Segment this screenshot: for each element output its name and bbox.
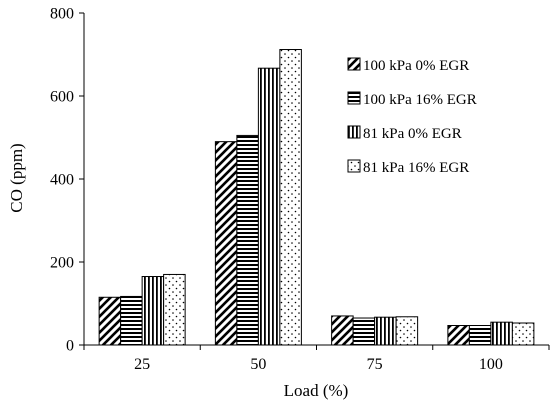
legend-swatch-4 bbox=[347, 159, 361, 173]
legend-label-4: 81 kPa 16% EGR bbox=[363, 160, 469, 176]
x-tick-label: 50 bbox=[250, 356, 266, 373]
bar-100-series-3 bbox=[490, 321, 513, 346]
bar-50-series-4 bbox=[279, 49, 302, 346]
x-tick-label: 75 bbox=[367, 356, 383, 373]
bar-50-series-1 bbox=[214, 141, 238, 346]
bar-75-series-3 bbox=[374, 316, 397, 346]
bar-100-series-1 bbox=[447, 325, 470, 346]
bars-layer bbox=[98, 49, 535, 346]
legend-label-1: 100 kPa 0% EGR bbox=[363, 58, 469, 74]
bar-25-series-4 bbox=[163, 273, 186, 346]
legend-swatch-3 bbox=[347, 125, 361, 139]
bar-75-series-1 bbox=[331, 315, 354, 346]
legend-label-3: 81 kPa 0% EGR bbox=[363, 126, 462, 142]
legend-label-2: 100 kPa 16% EGR bbox=[363, 92, 477, 108]
x-tick-label: 100 bbox=[479, 356, 503, 373]
y-tick-label: 200 bbox=[50, 255, 74, 272]
x-axis-title: Load (%) bbox=[284, 381, 349, 400]
bar-25-series-3 bbox=[141, 276, 165, 346]
bar-25-series-2 bbox=[120, 295, 143, 346]
y-tick-label: 600 bbox=[50, 89, 74, 106]
x-tick-label: 25 bbox=[134, 356, 150, 373]
bar-25-series-1 bbox=[98, 296, 122, 346]
legend-swatch-2 bbox=[347, 91, 361, 105]
bar-50-series-3 bbox=[257, 67, 281, 346]
legend: 100 kPa 0% EGR 100 kPa 16% EGR 81 kPa 0% E… bbox=[347, 57, 477, 176]
y-tick-label: 800 bbox=[50, 6, 74, 23]
legend-swatch-1 bbox=[347, 57, 361, 71]
axes-layer: 0 200 400 600 800 25 50 75 100 bbox=[50, 6, 550, 373]
y-tick-label: 0 bbox=[66, 338, 74, 355]
bar-50-series-2 bbox=[236, 134, 259, 346]
bar-100-series-2 bbox=[468, 325, 492, 346]
bar-75-series-2 bbox=[352, 317, 376, 346]
y-tick-label: 400 bbox=[50, 172, 74, 189]
bar-100-series-4 bbox=[511, 322, 535, 346]
y-axis-title: CO (ppm) bbox=[7, 143, 26, 212]
bar-75-series-4 bbox=[395, 316, 419, 346]
